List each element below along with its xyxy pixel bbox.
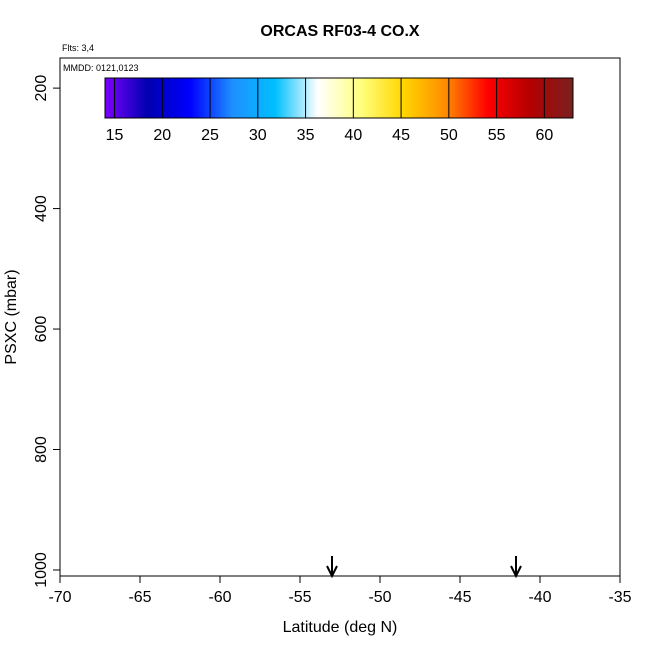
y-axis: 200 400 600 800 1000 xyxy=(33,75,60,588)
flights-annotation: Flts: 3,4 xyxy=(62,43,94,53)
x-axis-label: Latitude (deg N) xyxy=(283,619,398,636)
colorbar: 15 20 25 30 35 40 45 50 55 60 xyxy=(104,77,574,144)
x-tick-label: -60 xyxy=(208,589,231,606)
y-tick-label: 200 xyxy=(33,75,50,102)
colorbar-tick-label: 20 xyxy=(153,127,171,144)
x-tick-label: -65 xyxy=(128,589,151,606)
y-tick-label: 600 xyxy=(33,316,50,343)
plot-frame xyxy=(59,57,621,577)
colorbar-tick-label: 35 xyxy=(297,127,315,144)
y-axis-label: PSXC (mbar) xyxy=(3,269,20,364)
x-tick-label: -35 xyxy=(608,589,631,606)
x-tick-label: -70 xyxy=(48,589,71,606)
x-tick-label: -40 xyxy=(528,589,551,606)
chart-title: ORCAS RF03-4 CO.X xyxy=(260,23,419,40)
flight-track xyxy=(251,193,405,559)
colorbar-tick-label: 40 xyxy=(344,127,362,144)
y-tick-label: 400 xyxy=(33,195,50,222)
mmdd-annotation: MMDD: 0121,0123 xyxy=(63,63,139,73)
y-tick-label: 1000 xyxy=(33,552,50,588)
colorbar-tick-label: 60 xyxy=(535,127,553,144)
colorbar-tick-label: 25 xyxy=(201,127,219,144)
x-axis: -70 -65 -60 -55 -50 -45 -40 -35 xyxy=(48,576,632,606)
colorbar-tick-label: 30 xyxy=(249,127,267,144)
colorbar-tick-label: 50 xyxy=(440,127,458,144)
flight-track xyxy=(411,205,613,558)
x-tick-label: -55 xyxy=(288,589,311,606)
colorbar-gradient xyxy=(104,77,574,119)
x-tick-label: -50 xyxy=(368,589,391,606)
y-tick-label: 800 xyxy=(33,436,50,463)
flight-track xyxy=(75,208,245,546)
colorbar-tick-label: 45 xyxy=(392,127,410,144)
location-markers xyxy=(326,556,522,579)
x-tick-label: -45 xyxy=(448,589,471,606)
colorbar-tick-label: 15 xyxy=(106,127,124,144)
flight-tracks xyxy=(75,87,620,559)
colorbar-tick-label: 55 xyxy=(488,127,506,144)
